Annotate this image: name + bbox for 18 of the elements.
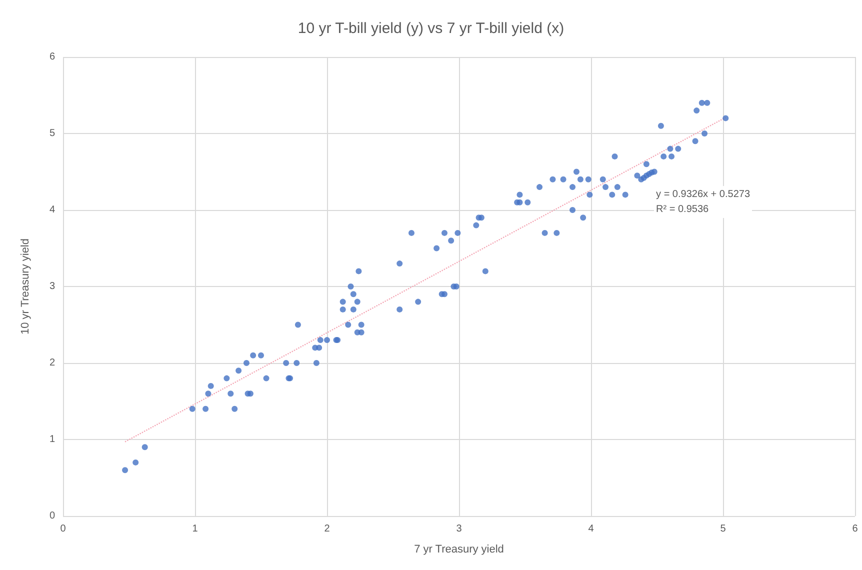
x-tick-label: 2 (324, 524, 330, 534)
x-tick-label: 0 (60, 524, 66, 534)
y-tick-label: 6 (49, 52, 56, 62)
x-axis-title: 7 yr Treasury yield (414, 544, 504, 556)
x-tick-label: 6 (852, 524, 858, 534)
y-tick-label: 2 (49, 358, 56, 368)
x-tick-label: 4 (588, 524, 594, 534)
annotation: y = 0.9326x + 0.5273 R² = 0.9536 (656, 189, 750, 215)
y-tick-label: 1 (49, 434, 56, 445)
y-tick-label: 5 (49, 128, 56, 139)
chart-title: 10 yr T-bill yield (y) vs 7 yr T-bill yield (x) (298, 20, 564, 37)
x-tick-label: 1 (192, 524, 198, 534)
y-axis-title: 10 yr Treasury yield (20, 238, 32, 334)
x-tick-label: 5 (720, 524, 726, 534)
y-tick-label: 3 (49, 281, 56, 292)
x-tick-label: 3 (456, 524, 462, 534)
y-tick-label: 4 (49, 204, 56, 216)
y-tick-label: 0 (49, 510, 56, 522)
